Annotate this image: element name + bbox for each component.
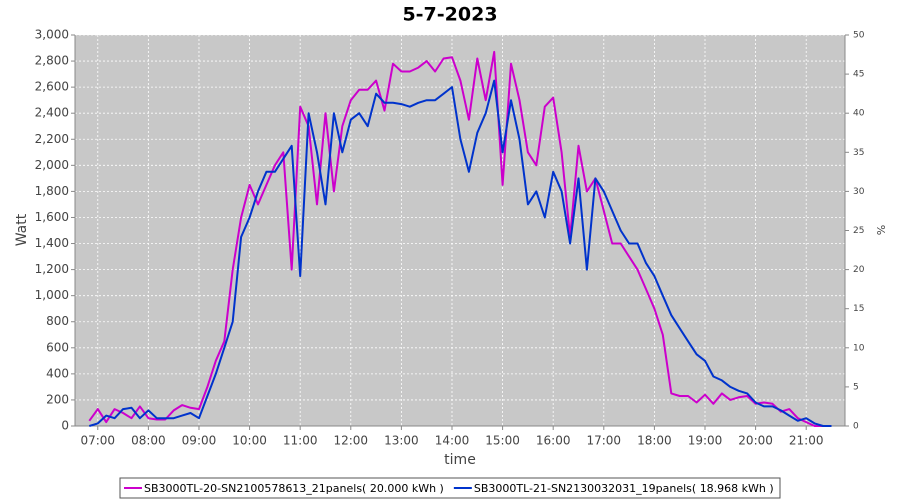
x-tick-label: 12:00 xyxy=(333,434,368,448)
y-tick-label: 1,000 xyxy=(35,288,69,302)
x-tick-label: 10:00 xyxy=(232,434,267,448)
legend-label: SB3000TL-20-SN2100578613_21panels( 20.00… xyxy=(144,482,444,495)
x-tick-label: 11:00 xyxy=(283,434,318,448)
y2-tick-label: 0 xyxy=(853,422,859,432)
y-tick-label: 600 xyxy=(46,340,69,354)
series-line xyxy=(88,50,832,427)
x-tick-label: 21:00 xyxy=(789,434,824,448)
y-tick-label: 200 xyxy=(46,392,69,406)
y-tick-label: 400 xyxy=(46,366,69,380)
y-tick-label: 800 xyxy=(46,314,69,328)
y-tick-label: 2,600 xyxy=(35,80,69,94)
series-line xyxy=(89,79,832,427)
y2-tick-label: 30 xyxy=(853,187,865,197)
y2-tick-label: 25 xyxy=(853,226,864,236)
x-tick-label: 13:00 xyxy=(384,434,419,448)
x-tick-label: 20:00 xyxy=(738,434,773,448)
x-axis-label: time xyxy=(444,452,476,468)
y-tick-label: 2,400 xyxy=(35,106,69,120)
y2-tick-label: 35 xyxy=(853,148,864,158)
y-tick-label: 2,200 xyxy=(35,132,69,146)
x-tick-label: 16:00 xyxy=(536,434,571,448)
legend-label: SB3000TL-21-SN2130032031_19panels( 18.96… xyxy=(474,482,774,495)
x-tick-label: 18:00 xyxy=(637,434,672,448)
y-tick-label: 3,000 xyxy=(35,28,69,42)
y2-tick-label: 50 xyxy=(853,31,865,41)
y2-tick-label: 20 xyxy=(853,265,865,275)
y2-tick-label: 5 xyxy=(853,382,859,392)
y-tick-label: 2,800 xyxy=(35,54,69,68)
y2-tick-label: 45 xyxy=(853,70,864,80)
plot-area xyxy=(75,35,845,426)
y-axis-label: Watt xyxy=(14,213,30,246)
x-tick-label: 08:00 xyxy=(131,434,166,448)
x-tick-label: 09:00 xyxy=(182,434,217,448)
x-tick-label: 15:00 xyxy=(485,434,520,448)
y2-tick-label: 10 xyxy=(853,343,865,353)
y2-axis-label: % xyxy=(875,225,888,235)
y-tick-label: 1,600 xyxy=(35,210,69,224)
y2-tick-label: 15 xyxy=(853,304,864,314)
y-tick-label: 0 xyxy=(61,419,69,433)
x-tick-label: 07:00 xyxy=(80,434,115,448)
x-tick-label: 17:00 xyxy=(586,434,621,448)
x-tick-label: 19:00 xyxy=(688,434,723,448)
y-tick-label: 1,400 xyxy=(35,236,69,250)
y-tick-label: 1,800 xyxy=(35,184,69,198)
chart-title: 5-7-2023 xyxy=(402,4,497,26)
y2-tick-label: 40 xyxy=(853,109,865,119)
legend xyxy=(119,477,781,499)
x-tick-label: 14:00 xyxy=(435,434,470,448)
y-tick-label: 1,200 xyxy=(35,262,69,276)
y-tick-label: 2,000 xyxy=(35,158,69,172)
